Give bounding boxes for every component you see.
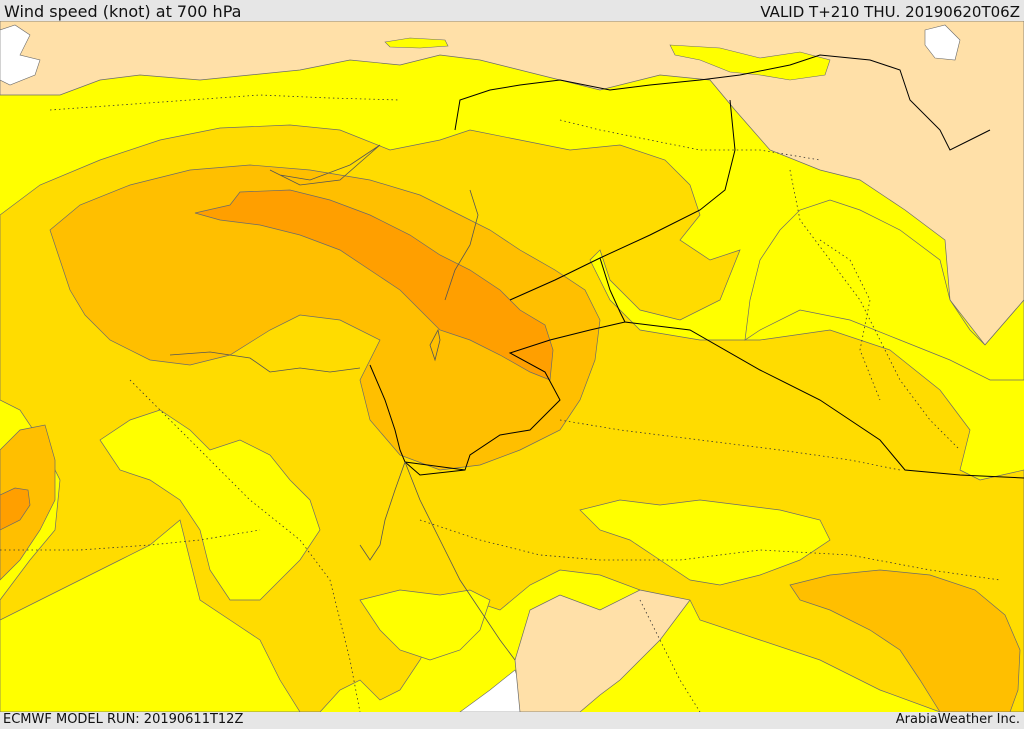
white-patch-nw [0, 24, 41, 86]
wind-band-3-north [49, 164, 601, 471]
wind-band-4-west [0, 487, 31, 531]
yellow-intrusion-se [579, 499, 831, 586]
yellow-intrusion-sw [99, 409, 321, 601]
yellow-intrusion-west [0, 519, 301, 712]
credit-label: ArabiaWeather Inc. [895, 712, 1020, 727]
country-borders [369, 54, 1024, 479]
model-run-label: ECMWF MODEL RUN: 20190611T12Z [3, 712, 244, 727]
wind-speed-map[interactable] [0, 21, 1024, 712]
footer-bar: ECMWF MODEL RUN: 20190611T12Z ArabiaWeat… [0, 712, 1024, 729]
wind-band-4-core [194, 189, 554, 381]
coastlines [169, 144, 516, 661]
yellow-blob-ne [669, 44, 831, 81]
map-title: Wind speed (knot) at 700 hPa [4, 2, 242, 21]
wind-band-3-southeast [789, 569, 1021, 712]
white-patch-ne [924, 24, 961, 61]
title-bar: Wind speed (knot) at 700 hPa VALID T+210… [0, 0, 1024, 21]
province-boundaries [0, 94, 1001, 712]
yellow-blob-n [384, 37, 449, 49]
yellow-intrusion-south [359, 589, 491, 661]
yellow-intrusion-east [744, 199, 1024, 381]
valid-time: VALID T+210 THU. 20190620T06Z [760, 3, 1020, 21]
